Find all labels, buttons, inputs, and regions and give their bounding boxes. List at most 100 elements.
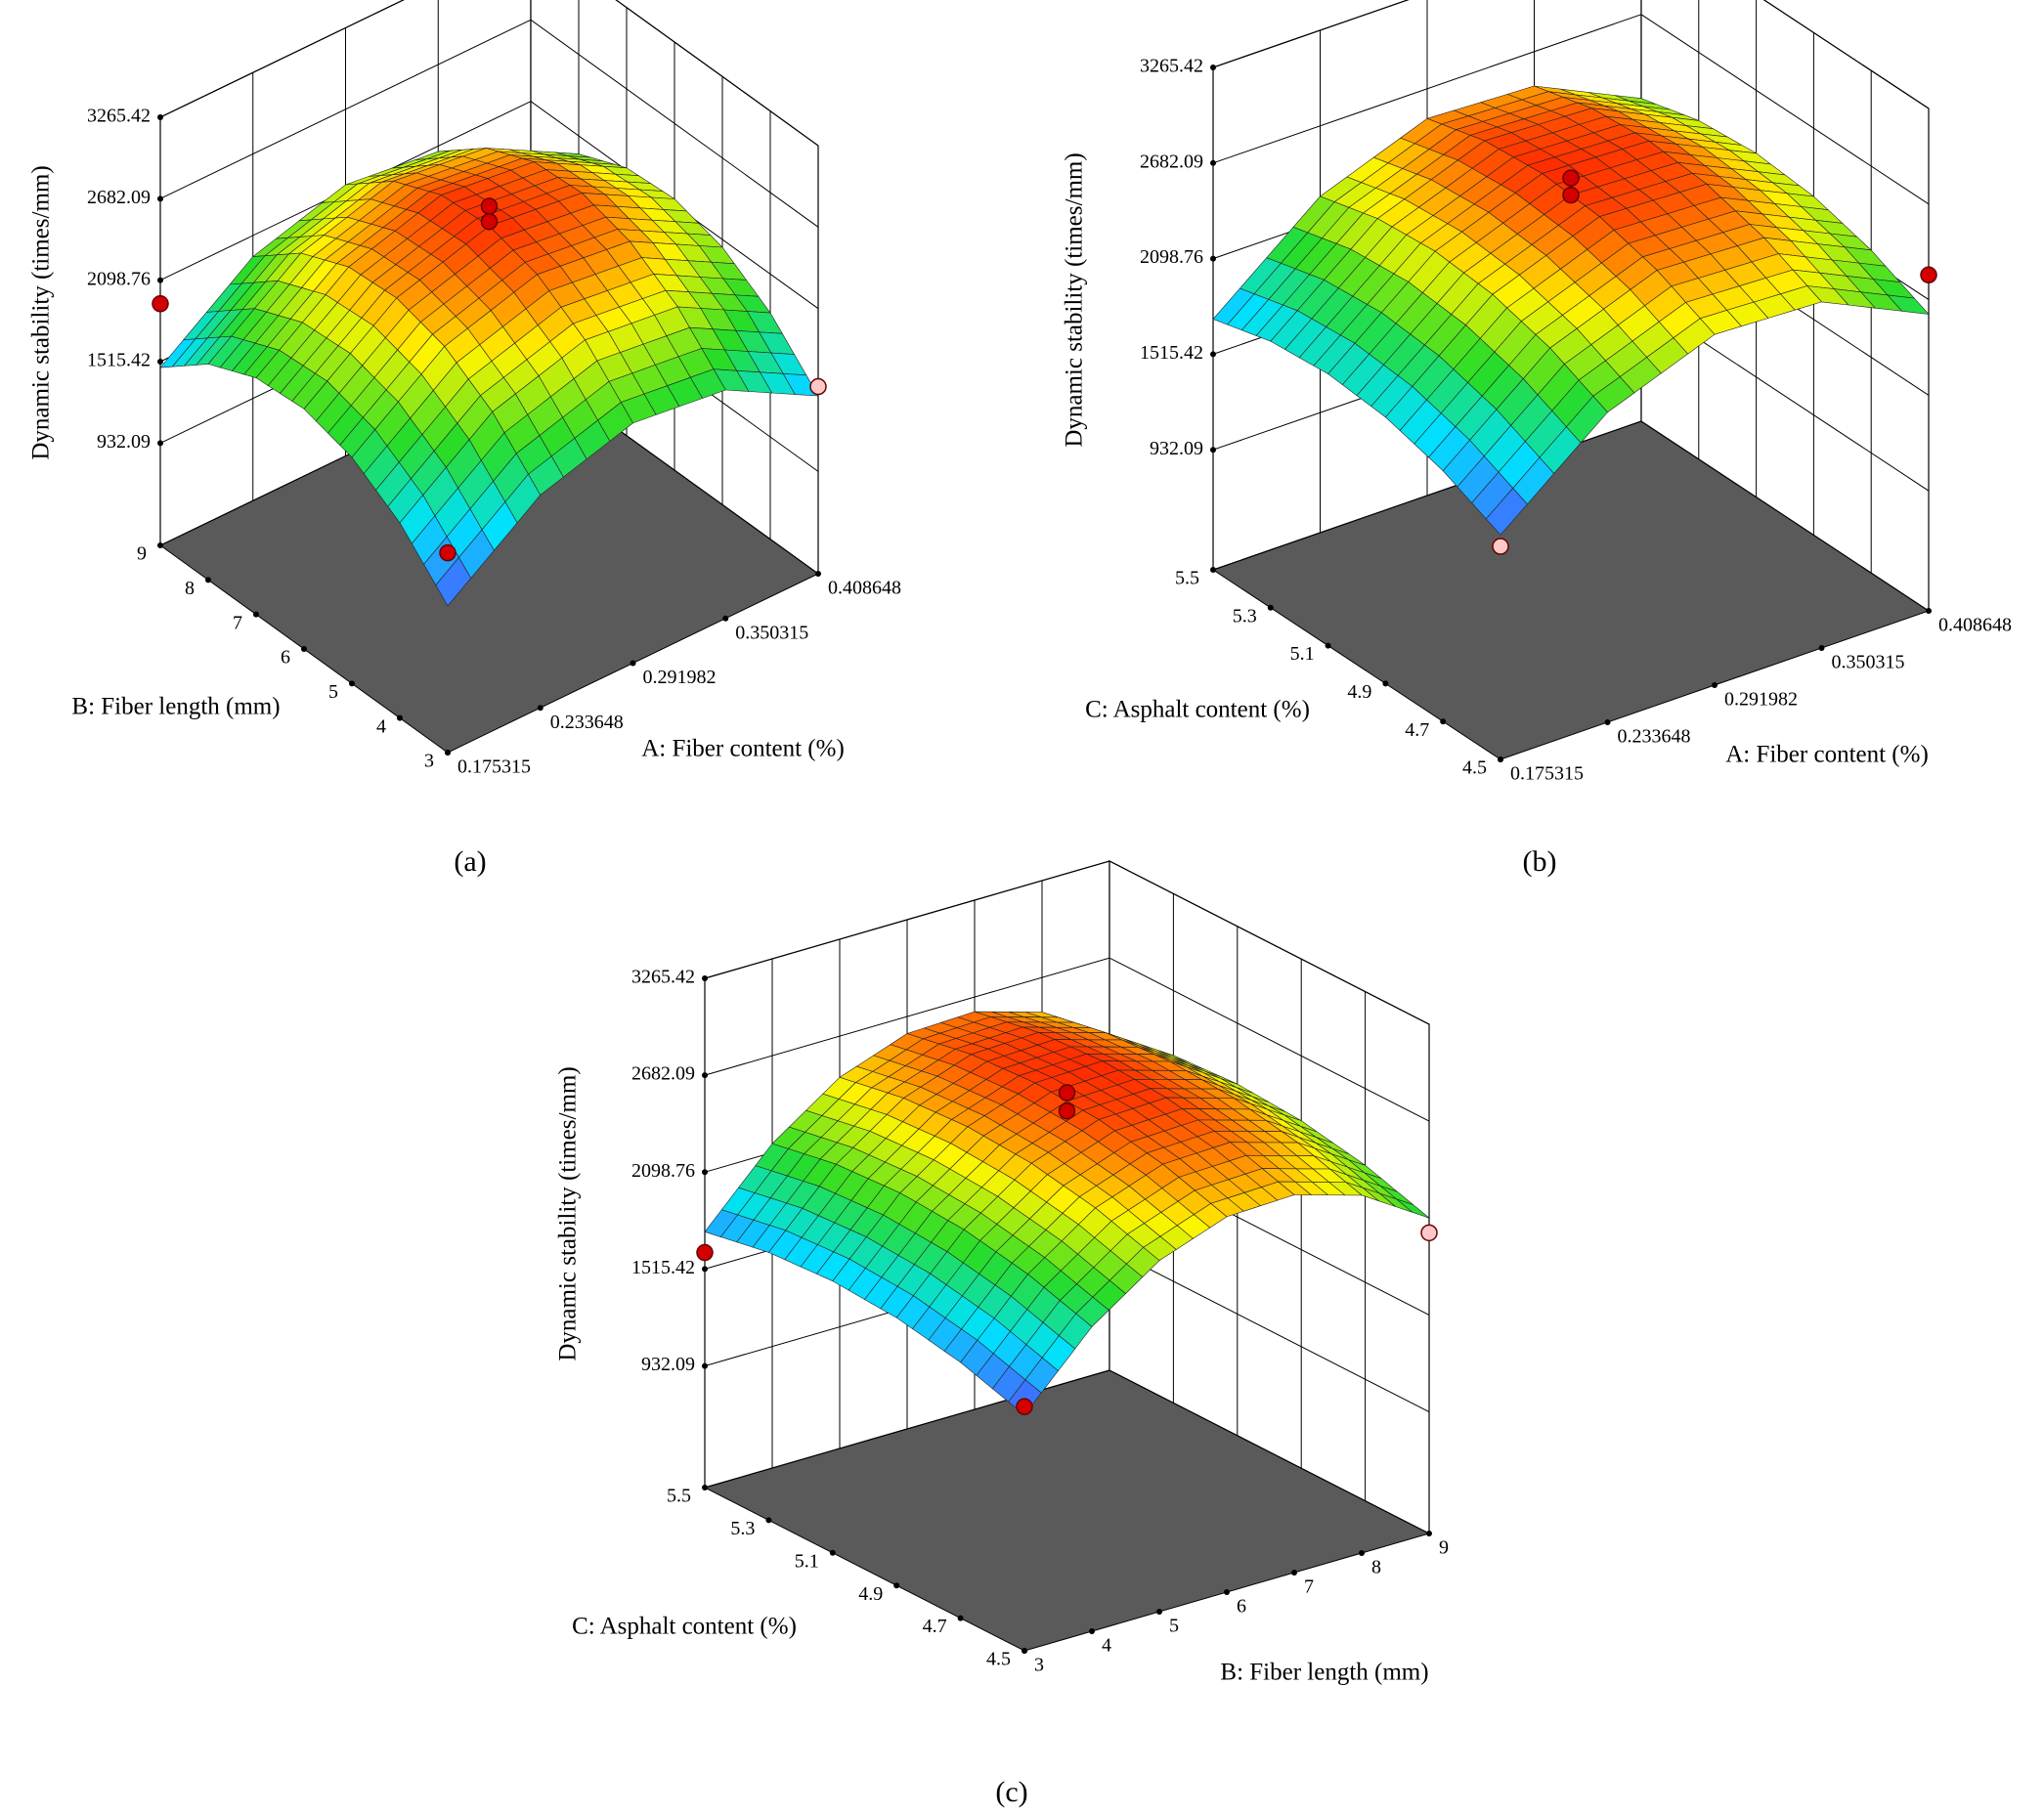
y-tick-label: 5: [328, 681, 338, 703]
x-axis-title: B: Fiber length (mm): [1220, 1660, 1428, 1686]
surface-plot: 932.09 1515.42 2098.76 2682.09 3265.42 0.1753…: [1062, 0, 2012, 878]
z-tick-label: 2682.09: [631, 1063, 695, 1085]
z-tick-label: 2098.76: [631, 1160, 695, 1182]
design-point: [480, 212, 499, 231]
surface-plot: 932.09 1515.42 2098.76 2682.09 3265.42 3 4 5 6 7 8…: [555, 860, 1449, 1808]
y-tick-mark: [301, 646, 307, 652]
x-tick-label: 0.350315: [1832, 652, 1905, 673]
y-tick-mark: [1498, 756, 1503, 762]
z-tick-label: 3265.42: [87, 106, 151, 127]
z-grid-line: [1212, 0, 1930, 109]
design-point: [439, 543, 457, 562]
z-tick-label: 3265.42: [1140, 56, 1203, 77]
x-tick-label: 9: [1439, 1537, 1449, 1559]
y-tick-mark: [157, 542, 163, 548]
x-tick-label: 0.291982: [1724, 689, 1798, 711]
x-tick-label: 0.408648: [828, 578, 901, 599]
design-point: [1492, 538, 1509, 555]
panel-label: (a): [454, 845, 486, 878]
z-tick-label: 1515.42: [631, 1257, 695, 1278]
y-tick-mark: [397, 714, 403, 721]
z-tick-label: 1515.42: [1140, 342, 1203, 364]
y-tick-mark: [445, 750, 451, 756]
y-axis-title: C: Asphalt content (%): [572, 1614, 797, 1640]
x-tick-label: 8: [1371, 1557, 1381, 1578]
y-tick-label: 4.9: [858, 1583, 883, 1605]
x-tick-label: 7: [1304, 1576, 1314, 1598]
z-tick-label: 2682.09: [1140, 151, 1203, 172]
y-tick-label: 4.7: [1405, 719, 1429, 741]
y-tick-mark: [1210, 567, 1216, 573]
x-tick-label: 0.291982: [643, 667, 717, 688]
x-tick-label: 0.233648: [550, 712, 624, 733]
y-tick-mark: [1325, 642, 1331, 649]
y-tick-mark: [1382, 680, 1389, 687]
y-tick-mark: [253, 611, 259, 618]
x-tick-label: 0.233648: [1617, 726, 1690, 748]
y-tick-label: 3: [424, 751, 434, 772]
x-tick-mark: [1604, 719, 1611, 726]
y-tick-mark: [1022, 1648, 1027, 1654]
y-tick-label: 5.3: [1233, 605, 1257, 626]
y-tick-label: 6: [281, 647, 290, 669]
panel-label: (b): [1523, 845, 1557, 878]
y-tick-mark: [893, 1582, 900, 1589]
y-tick-mark: [349, 680, 355, 687]
design-point: [1562, 169, 1580, 187]
z-tick-label: 2098.76: [87, 268, 151, 289]
x-tick-label: 0.175315: [457, 756, 531, 778]
x-tick-mark: [1712, 681, 1718, 688]
z-axis-title: Dynamic stability (times/mm): [28, 165, 55, 459]
y-tick-label: 5.1: [1290, 643, 1315, 665]
y-tick-label: 4.7: [923, 1616, 947, 1637]
y-tick-mark: [1267, 604, 1274, 611]
z-tick-label: 1515.42: [87, 350, 151, 371]
surface-cell: [1485, 488, 1528, 536]
y-tick-label: 5.3: [730, 1518, 755, 1539]
x-tick-label: 5: [1169, 1616, 1179, 1637]
z-tick-label: 932.09: [1150, 438, 1203, 459]
design-point: [809, 377, 827, 396]
design-point: [1562, 186, 1580, 204]
y-tick-label: 8: [185, 578, 195, 599]
x-tick-label: 6: [1237, 1596, 1246, 1618]
design-point: [1420, 1224, 1438, 1242]
x-tick-mark: [1089, 1628, 1095, 1634]
y-tick-label: 9: [137, 543, 147, 565]
z-axis-title: Dynamic stability (times/mm): [555, 1066, 582, 1360]
x-axis-title: A: Fiber content (%): [1725, 742, 1929, 768]
y-tick-mark: [765, 1517, 772, 1524]
y-tick-mark: [702, 1485, 708, 1490]
y-tick-mark: [957, 1615, 964, 1621]
surface-cell: [435, 556, 472, 607]
x-tick-label: 0.408648: [1938, 615, 2012, 636]
y-axis-title: B: Fiber length (mm): [71, 694, 280, 720]
design-point: [696, 1243, 714, 1262]
design-point: [1058, 1101, 1076, 1120]
surface-plot: 932.09 1515.42 2098.76 2682.09 3265.42 0.1753…: [28, 0, 901, 878]
design-point: [1920, 266, 1937, 284]
y-tick-label: 5.5: [1175, 568, 1199, 589]
y-tick-label: 4.5: [1462, 757, 1487, 779]
x-tick-mark: [1818, 644, 1825, 651]
x-tick-label: 4: [1102, 1635, 1111, 1657]
x-tick-mark: [1224, 1589, 1230, 1595]
x-axis-title: A: Fiber content (%): [641, 736, 845, 762]
z-tick-label: 2098.76: [1140, 246, 1203, 268]
z-tick-label: 3265.42: [631, 967, 695, 988]
z-tick-label: 2682.09: [87, 187, 151, 208]
x-tick-mark: [1359, 1550, 1365, 1556]
y-tick-mark: [1440, 718, 1447, 725]
y-tick-label: 7: [233, 612, 242, 633]
x-tick-mark: [722, 615, 729, 622]
y-tick-label: 5.1: [795, 1550, 819, 1572]
x-tick-mark: [630, 660, 636, 667]
z-tick-label: 932.09: [641, 1354, 695, 1375]
x-tick-mark: [1291, 1570, 1297, 1576]
x-tick-mark: [537, 705, 544, 712]
y-tick-label: 4.9: [1347, 681, 1371, 703]
y-tick-label: 4.5: [986, 1649, 1011, 1670]
panel-label: (c): [995, 1776, 1027, 1808]
design-point: [152, 295, 169, 313]
